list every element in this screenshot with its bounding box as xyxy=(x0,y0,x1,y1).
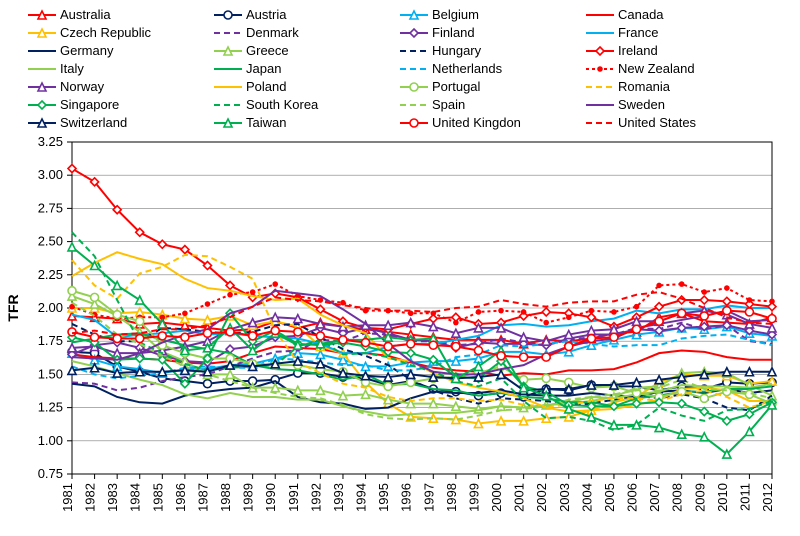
legend-label: Japan xyxy=(246,61,281,76)
legend-label: United States xyxy=(618,115,697,130)
legend-label: Hungary xyxy=(432,43,482,58)
legend-label: Czech Republic xyxy=(60,25,152,40)
y-tick-label: 2.25 xyxy=(38,267,63,282)
x-tick-label: 2012 xyxy=(760,483,775,512)
x-tick-label: 2002 xyxy=(534,483,549,512)
legend-label: Spain xyxy=(432,97,465,112)
y-tick-label: 0.75 xyxy=(38,466,63,481)
legend-label: New Zealand xyxy=(618,61,695,76)
legend-label: Sweden xyxy=(618,97,665,112)
legend-label: Singapore xyxy=(60,97,119,112)
x-tick-label: 1996 xyxy=(399,483,414,512)
y-tick-label: 2.50 xyxy=(38,234,63,249)
x-tick-label: 1982 xyxy=(83,483,98,512)
y-tick-label: 1.50 xyxy=(38,366,63,381)
legend-label: France xyxy=(618,25,658,40)
legend-label: Canada xyxy=(618,7,664,22)
y-tick-label: 1.25 xyxy=(38,400,63,415)
x-tick-label: 1987 xyxy=(195,483,210,512)
x-tick-label: 1993 xyxy=(331,483,346,512)
x-tick-label: 2010 xyxy=(715,483,730,512)
x-tick-label: 2006 xyxy=(625,483,640,512)
y-tick-label: 1.75 xyxy=(38,333,63,348)
x-tick-label: 2009 xyxy=(692,483,707,512)
legend-label: Switzerland xyxy=(60,115,127,130)
x-tick-label: 2003 xyxy=(557,483,572,512)
x-tick-label: 1984 xyxy=(128,483,143,512)
legend-label: United Kingdon xyxy=(432,115,521,130)
legend-label: Italy xyxy=(60,61,84,76)
legend-label: Finland xyxy=(432,25,475,40)
legend-label: Portugal xyxy=(432,79,481,94)
legend-label: Netherlands xyxy=(432,61,503,76)
x-tick-label: 1988 xyxy=(218,483,233,512)
legend-label: Belgium xyxy=(432,7,479,22)
x-tick-label: 1983 xyxy=(105,483,120,512)
y-tick-label: 2.00 xyxy=(38,300,63,315)
x-tick-label: 1986 xyxy=(173,483,188,512)
x-tick-label: 1998 xyxy=(444,483,459,512)
legend-label: Poland xyxy=(246,79,286,94)
legend-label: Greece xyxy=(246,43,289,58)
legend-label: Taiwan xyxy=(246,115,286,130)
x-tick-label: 1990 xyxy=(263,483,278,512)
y-tick-label: 3.25 xyxy=(38,134,63,149)
y-tick-label: 1.00 xyxy=(38,433,63,448)
x-tick-label: 2000 xyxy=(489,483,504,512)
legend-label: Ireland xyxy=(618,43,658,58)
legend-label: Denmark xyxy=(246,25,299,40)
y-tick-label: 3.00 xyxy=(38,167,63,182)
x-tick-label: 1981 xyxy=(60,483,75,512)
legend-label: Norway xyxy=(60,79,105,94)
x-tick-label: 1999 xyxy=(466,483,481,512)
legend-label: Germany xyxy=(60,43,114,58)
x-tick-label: 2008 xyxy=(670,483,685,512)
x-tick-label: 2007 xyxy=(647,483,662,512)
x-tick-label: 1997 xyxy=(421,483,436,512)
legend-label: Romania xyxy=(618,79,671,94)
x-tick-label: 2005 xyxy=(602,483,617,512)
legend-label: Austria xyxy=(246,7,287,22)
y-tick-label: 2.75 xyxy=(38,200,63,215)
x-tick-label: 2004 xyxy=(579,483,594,512)
y-axis-label: TFR xyxy=(5,294,21,321)
x-tick-label: 2001 xyxy=(512,483,527,512)
x-tick-label: 1985 xyxy=(150,483,165,512)
legend-label: South Korea xyxy=(246,97,319,112)
tfr-line-chart: 0.75 1.00 1.25 1.50 1.75 2.00 2.25 2.50 2.75 3.00… xyxy=(0,0,800,536)
x-tick-label: 1994 xyxy=(354,483,369,512)
legend-label: Australia xyxy=(60,7,111,22)
x-tick-label: 1992 xyxy=(308,483,323,512)
x-tick-label: 1991 xyxy=(286,483,301,512)
x-tick-label: 2011 xyxy=(737,483,752,511)
x-tick-label: 1989 xyxy=(241,483,256,512)
x-tick-label: 1995 xyxy=(376,483,391,512)
